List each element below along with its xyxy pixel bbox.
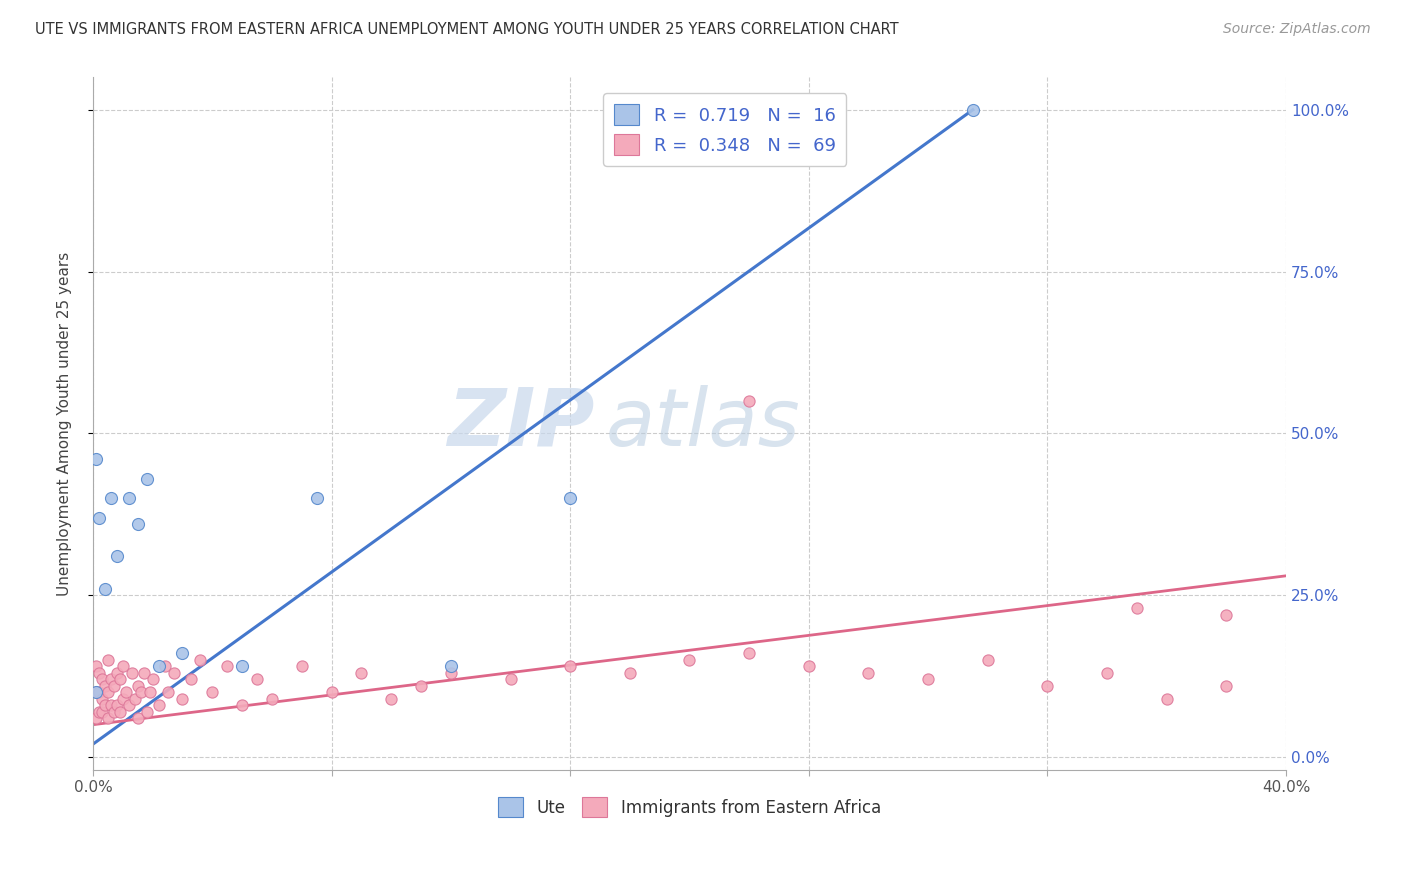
Point (94, 582, 117, 596)
Point (129, 685, 152, 699)
Point (231, 659, 253, 673)
Text: Source: ZipAtlas.com: Source: ZipAtlas.com (1223, 22, 1371, 37)
Point (678, 653, 700, 667)
Point (858, 665, 880, 680)
Point (738, 647, 761, 661)
Point (917, 673, 939, 687)
Point (217, 659, 239, 673)
Point (162, 665, 184, 680)
Point (180, 673, 202, 687)
Point (321, 685, 343, 699)
Point (246, 673, 269, 687)
Point (172, 691, 194, 706)
Point (797, 659, 820, 673)
Point (87, 510, 110, 524)
Point (190, 653, 212, 667)
Point (201, 685, 224, 699)
Point (977, 653, 1000, 667)
Point (127, 679, 149, 693)
Point (118, 491, 141, 505)
Point (87, 665, 110, 680)
Point (97, 685, 120, 699)
Point (132, 665, 155, 680)
Point (84, 659, 107, 673)
Point (91, 691, 114, 706)
Point (440, 659, 463, 673)
Point (87, 685, 110, 699)
Point (105, 665, 128, 680)
Point (156, 685, 179, 699)
Point (499, 673, 522, 687)
Point (114, 685, 136, 699)
Text: UTE VS IMMIGRANTS FROM EASTERN AFRICA UNEMPLOYMENT AMONG YOUTH UNDER 25 YEARS CO: UTE VS IMMIGRANTS FROM EASTERN AFRICA UN… (35, 22, 898, 37)
Point (127, 516, 149, 531)
Point (1126, 601, 1149, 615)
Point (91, 705, 114, 719)
Text: atlas: atlas (606, 384, 801, 463)
Point (84, 711, 107, 725)
Point (97, 711, 120, 725)
Point (111, 659, 134, 673)
Point (105, 698, 128, 713)
Point (142, 673, 165, 687)
Point (260, 691, 283, 706)
Point (738, 394, 761, 409)
Point (94, 679, 117, 693)
Point (560, 659, 582, 673)
Point (91, 673, 114, 687)
Point (1036, 679, 1059, 693)
Legend: Ute, Immigrants from Eastern Africa: Ute, Immigrants from Eastern Africa (492, 790, 887, 824)
Point (148, 698, 170, 713)
Point (103, 705, 125, 719)
Point (111, 691, 134, 706)
Point (121, 665, 143, 680)
Point (1156, 691, 1178, 706)
Point (1095, 665, 1118, 680)
Point (560, 491, 582, 505)
Point (84, 452, 107, 467)
Text: ZIP: ZIP (447, 384, 595, 463)
Point (124, 691, 146, 706)
Y-axis label: Unemployment Among Youth under 25 years: Unemployment Among Youth under 25 years (58, 252, 72, 596)
Point (135, 472, 157, 486)
Point (100, 698, 122, 713)
Point (100, 673, 122, 687)
Point (138, 685, 160, 699)
Point (118, 698, 141, 713)
Point (231, 698, 253, 713)
Point (87, 705, 110, 719)
Point (291, 659, 314, 673)
Point (100, 491, 122, 505)
Point (305, 491, 328, 505)
Point (105, 549, 128, 564)
Point (380, 691, 402, 706)
Point (127, 711, 149, 725)
Point (108, 705, 131, 719)
Point (1215, 679, 1237, 693)
Point (350, 665, 373, 680)
Point (84, 685, 107, 699)
Point (440, 665, 463, 680)
Point (94, 698, 117, 713)
Point (172, 647, 194, 661)
Point (619, 665, 641, 680)
Point (962, 103, 984, 117)
Point (153, 659, 176, 673)
Point (148, 659, 170, 673)
Point (409, 679, 432, 693)
Point (1215, 607, 1237, 622)
Point (135, 705, 157, 719)
Point (97, 653, 120, 667)
Point (84, 685, 107, 699)
Point (103, 679, 125, 693)
Point (108, 673, 131, 687)
